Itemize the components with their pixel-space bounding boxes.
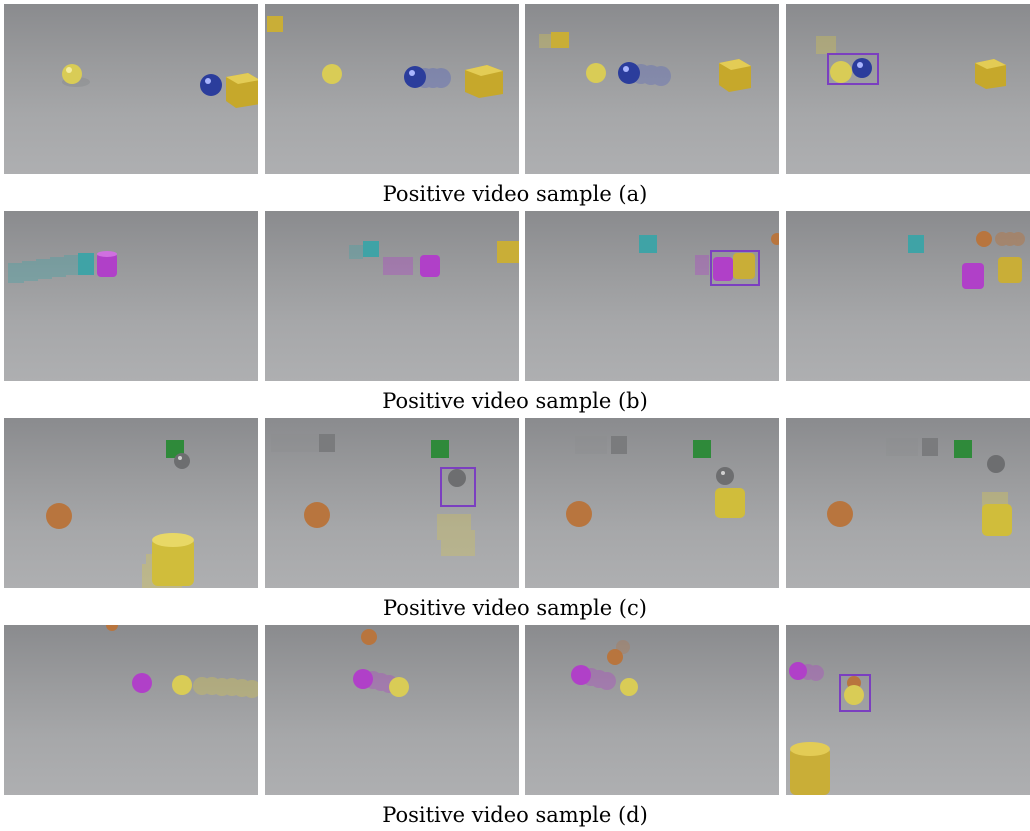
frame-d-4 [786, 625, 1030, 795]
frame-d-3 [525, 625, 779, 795]
caption-d: Positive video sample (d) [382, 803, 648, 827]
frame-a-3 [525, 4, 779, 174]
video-row-d [4, 625, 1030, 795]
video-row-b [4, 211, 1030, 381]
frame-a-1 [4, 4, 258, 174]
frame-b-4 [786, 211, 1030, 381]
caption-c: Positive video sample (c) [383, 596, 647, 620]
frame-c-2 [265, 418, 519, 588]
caption-b: Positive video sample (b) [382, 389, 648, 413]
frame-c-3 [525, 418, 779, 588]
frame-c-1 [4, 418, 258, 588]
frame-b-1 [4, 211, 258, 381]
frame-d-2 [265, 625, 519, 795]
frame-b-2 [265, 211, 519, 381]
frame-a-2 [265, 4, 519, 174]
caption-a: Positive video sample (a) [382, 182, 648, 206]
video-row-c [4, 418, 1030, 588]
frame-d-1 [4, 625, 258, 795]
video-row-a [4, 4, 1030, 174]
frame-a-4 [786, 4, 1030, 174]
frame-b-3 [525, 211, 779, 381]
frame-c-4 [786, 418, 1030, 588]
